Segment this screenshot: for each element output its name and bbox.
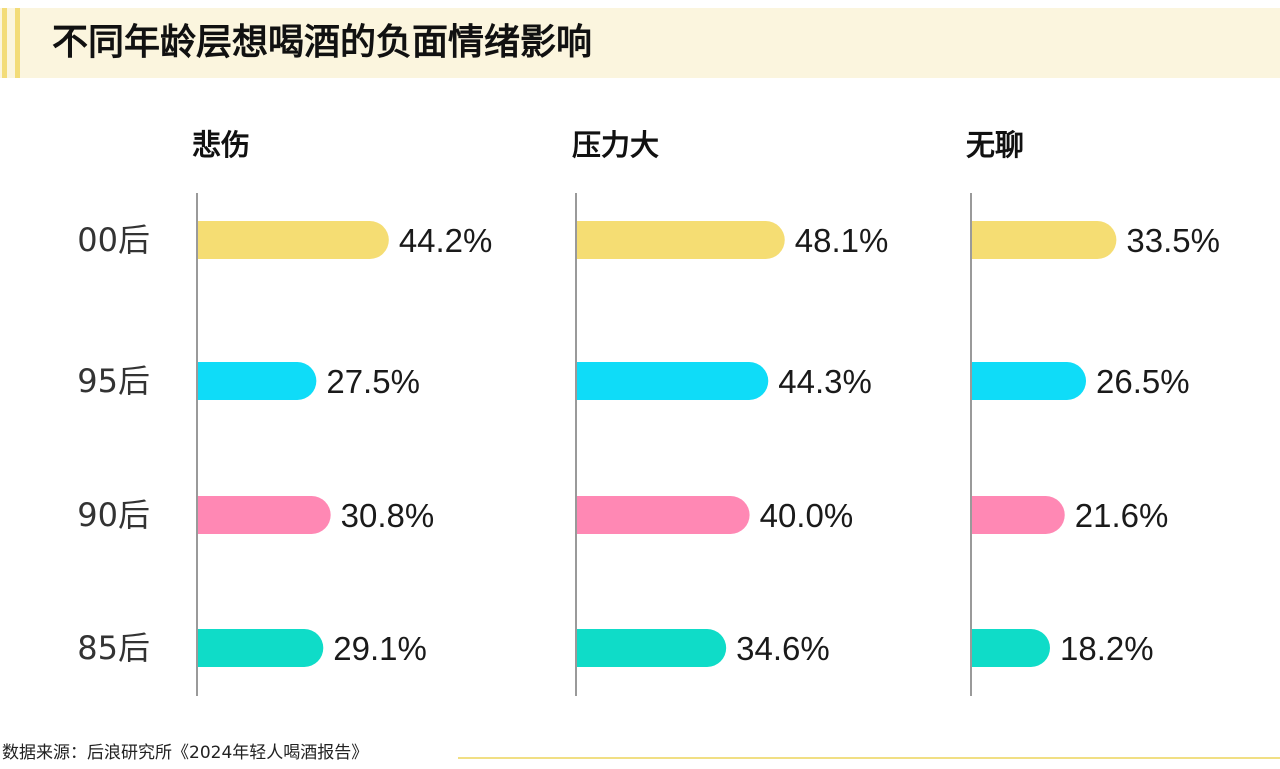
bar-base <box>576 221 595 259</box>
panel-title: 无聊 <box>966 128 1024 162</box>
data-label: 26.5% <box>1096 363 1190 400</box>
data-label: 27.5% <box>326 363 420 400</box>
bar-base <box>971 362 990 400</box>
bar-base <box>197 629 216 667</box>
bar-00后 <box>197 221 389 259</box>
category-label: 00后 <box>77 221 150 259</box>
bar-95后 <box>576 362 769 400</box>
bar-95后 <box>971 362 1087 400</box>
data-label: 40.0% <box>760 497 854 534</box>
title-accent-bar <box>15 8 20 78</box>
bar-base <box>576 496 595 534</box>
data-label: 34.6% <box>736 630 830 667</box>
data-label: 48.1% <box>795 222 889 259</box>
source-note: 数据来源：后浪研究所《2024年轻人喝酒报告》 <box>2 743 369 763</box>
bar-90后 <box>197 496 331 534</box>
bar-base <box>576 362 595 400</box>
bar-base <box>971 629 990 667</box>
title-bar: 不同年龄层想喝酒的负面情绪影响 <box>0 8 1280 78</box>
bar-base <box>197 221 216 259</box>
data-label: 18.2% <box>1060 630 1154 667</box>
data-label: 21.6% <box>1075 497 1169 534</box>
panel-title: 悲伤 <box>192 128 250 162</box>
bar-00后 <box>576 221 785 259</box>
bar-base <box>197 496 216 534</box>
data-label: 44.2% <box>399 222 493 259</box>
data-label: 44.3% <box>778 363 872 400</box>
category-label: 90后 <box>77 496 150 534</box>
title-accent-bar <box>2 8 7 78</box>
bar-base <box>576 629 595 667</box>
bar-95后 <box>197 362 317 400</box>
chart-area: 00后 95后 90后 85后 悲伤 44.2% 27.5% 30.8% 29.1% 压力大 48.… <box>77 128 1220 696</box>
bar-base <box>971 221 990 259</box>
data-label: 33.5% <box>1126 222 1220 259</box>
data-label: 30.8% <box>341 497 435 534</box>
panel-title: 压力大 <box>572 128 659 162</box>
bar-85后 <box>197 629 324 667</box>
bar-base <box>197 362 216 400</box>
chart-title: 不同年龄层想喝酒的负面情绪影响 <box>52 22 593 63</box>
source-divider <box>458 757 1280 759</box>
data-label: 29.1% <box>333 630 427 667</box>
bar-base <box>971 496 990 534</box>
bar-00后 <box>971 221 1117 259</box>
bar-90后 <box>971 496 1065 534</box>
bar-85后 <box>971 629 1050 667</box>
bar-85后 <box>576 629 727 667</box>
category-label: 85后 <box>77 629 150 667</box>
category-label: 95后 <box>77 362 150 400</box>
bar-90后 <box>576 496 750 534</box>
